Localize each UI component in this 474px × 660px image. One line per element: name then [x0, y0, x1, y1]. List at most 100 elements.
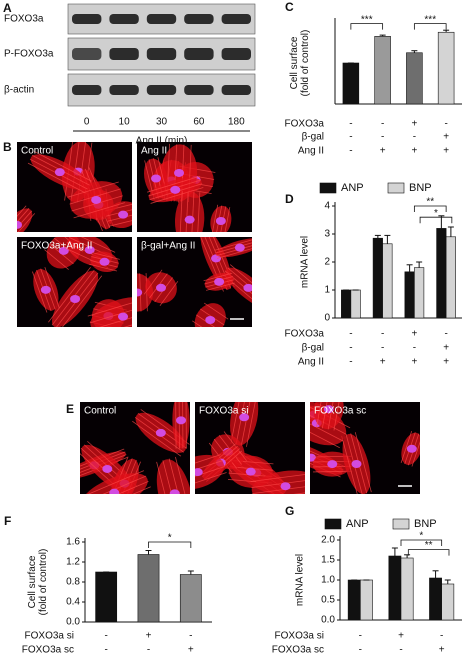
condition-mark: -	[349, 119, 352, 130]
fiber	[250, 472, 305, 482]
fiber	[108, 217, 132, 227]
condition-mark: +	[439, 645, 445, 656]
condition-mark: +	[443, 357, 449, 368]
legend-swatch	[387, 182, 405, 194]
nucleus	[137, 288, 143, 297]
fiber	[175, 456, 190, 494]
y-tick-label: 0.0	[321, 615, 335, 626]
bar	[382, 243, 393, 319]
blot-band	[72, 85, 102, 95]
nucleus	[169, 489, 180, 494]
nucleus	[205, 315, 216, 324]
condition-mark: +	[411, 329, 417, 340]
y-tick-label: 0.8	[66, 577, 80, 588]
significance-label: *	[434, 208, 438, 219]
legend-label: ANP	[341, 182, 364, 194]
fiber	[82, 480, 149, 494]
fiber	[203, 302, 229, 320]
significance-bracket	[400, 539, 443, 546]
significance-bracket	[350, 23, 384, 30]
fiber	[17, 208, 30, 232]
condition-mark: +	[188, 645, 194, 656]
condition-mark: -	[399, 645, 402, 656]
fiber	[310, 418, 340, 449]
image-label: FOXO3a si	[199, 406, 248, 417]
nucleus	[406, 444, 417, 453]
panel-letter: D	[285, 192, 294, 206]
fiber	[17, 205, 27, 232]
condition-label: FOXO3a sc	[272, 645, 324, 656]
legend-label: BNP	[409, 182, 432, 194]
condition-mark: -	[444, 119, 447, 130]
condition-mark: -	[349, 146, 352, 157]
fiber	[33, 151, 92, 182]
nucleus	[323, 405, 334, 414]
nucleus	[84, 245, 95, 254]
nucleus	[280, 482, 291, 491]
condition-mark: -	[349, 357, 352, 368]
fiber	[223, 431, 247, 461]
cells	[32, 237, 132, 327]
fiber	[162, 460, 181, 494]
condition-label: FOXO3a si	[25, 631, 74, 642]
blot-band	[109, 14, 139, 24]
blot-band	[221, 85, 251, 95]
blot-band	[221, 48, 251, 60]
cells	[195, 402, 305, 494]
bar	[347, 579, 361, 621]
fiber	[411, 434, 420, 467]
nucleus	[239, 413, 250, 422]
condition-label: β-gal	[302, 132, 324, 143]
condition-mark: -	[444, 329, 447, 340]
condition-mark: -	[104, 631, 107, 642]
legend-swatch	[392, 518, 410, 530]
blot-band	[146, 85, 177, 95]
fiber	[32, 271, 48, 313]
blot-band	[72, 48, 102, 60]
fiber	[48, 266, 91, 323]
blot-band	[184, 14, 214, 24]
fiber	[17, 213, 36, 232]
condition-mark: -	[440, 631, 443, 642]
nucleus	[118, 312, 129, 321]
condition-mark: +	[411, 357, 417, 368]
condition-mark: -	[381, 132, 384, 143]
fiber	[150, 187, 204, 204]
condition-label: FOXO3a	[285, 329, 325, 340]
bar	[179, 574, 202, 623]
condition-mark: -	[104, 645, 107, 656]
y-tick-label: 4	[324, 201, 330, 212]
condition-mark: +	[411, 119, 417, 130]
y-tick-label: 0	[324, 313, 330, 324]
fiber	[179, 191, 183, 232]
y-tick-label: 2.0	[321, 535, 335, 546]
blot-band	[184, 48, 214, 60]
condition-mark: -	[349, 329, 352, 340]
nucleus	[351, 459, 362, 468]
nucleus	[151, 174, 162, 183]
fiber	[313, 470, 352, 473]
nucleus	[243, 283, 252, 292]
fiber	[316, 402, 324, 428]
y-tick-label: 0.5	[321, 595, 335, 606]
nucleus	[17, 220, 23, 229]
fiber	[211, 204, 219, 232]
lane-label: 60	[193, 117, 205, 128]
blot-band	[184, 85, 214, 95]
y-tick-label: 3	[324, 229, 330, 240]
cells	[17, 142, 132, 232]
y-axis-label: mRNA level	[300, 236, 311, 288]
y-axis-label: (fold of control)	[300, 30, 311, 97]
nucleus	[102, 464, 113, 473]
y-tick-label: 0.4	[66, 597, 80, 608]
bar	[137, 554, 160, 623]
fiber	[92, 252, 120, 260]
image-label: FOXO3a+Ang II	[21, 241, 92, 252]
blot-row-label: β-actin	[4, 85, 34, 96]
fiber	[67, 181, 119, 198]
blot-band	[221, 14, 251, 24]
fiber	[73, 202, 125, 219]
fiber	[87, 296, 132, 317]
bar	[414, 267, 425, 319]
nucleus	[99, 257, 110, 266]
